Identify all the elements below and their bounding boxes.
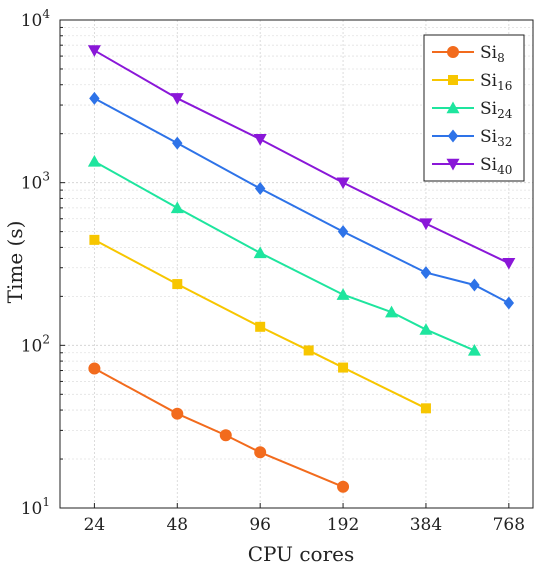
series-group	[87, 45, 516, 493]
grid	[60, 20, 533, 508]
x-tick-label: 96	[249, 515, 271, 535]
series-line	[93, 238, 427, 410]
legend-marker	[446, 158, 460, 171]
data-point	[502, 257, 516, 270]
series-si40	[87, 45, 516, 270]
data-point	[219, 429, 232, 442]
y-tick-label: 103	[21, 170, 50, 194]
data-point	[419, 218, 433, 231]
legend-label: Si8	[480, 43, 505, 65]
y-axis-label: Time (s)	[3, 221, 27, 304]
data-point	[338, 362, 349, 373]
series-si24	[87, 154, 481, 356]
legend-label: Si32	[480, 127, 512, 149]
data-point	[172, 136, 183, 150]
data-point	[385, 305, 399, 318]
series-si16	[89, 234, 431, 414]
data-point	[170, 201, 184, 214]
x-axis-label: CPU cores	[248, 542, 355, 566]
plot-frame	[59, 19, 534, 509]
data-point	[254, 182, 266, 196]
legend-label: Si40	[480, 155, 512, 177]
data-point	[87, 45, 101, 57]
data-point	[337, 225, 349, 239]
data-point	[420, 403, 431, 414]
series-si8	[88, 362, 350, 493]
data-point	[420, 266, 432, 280]
data-point	[172, 279, 183, 290]
series-line	[93, 49, 510, 265]
legend-label: Si16	[480, 71, 512, 93]
series-si32	[89, 91, 515, 310]
x-tick-label: 48	[166, 515, 188, 535]
y-tick-label: 101	[21, 495, 50, 519]
x-tick-label: 24	[84, 515, 106, 535]
data-point	[336, 177, 350, 190]
data-point	[303, 345, 314, 356]
y-tick-label: 102	[21, 332, 50, 356]
legend-item: Si8	[432, 43, 505, 65]
data-point	[467, 343, 481, 356]
axis-ticks: 24 48 96 192 384 768 101 102 103 104	[21, 7, 525, 535]
data-point	[88, 362, 101, 375]
x-tick-label: 192	[327, 515, 359, 535]
x-tick-label: 384	[410, 515, 442, 535]
data-point	[254, 446, 267, 459]
legend-marker	[447, 129, 459, 143]
legend-item: Si32	[432, 127, 512, 149]
legend-marker	[447, 46, 459, 58]
data-point	[253, 134, 267, 146]
data-point	[469, 278, 480, 292]
data-point	[87, 154, 101, 167]
data-point	[170, 93, 184, 105]
legend-marker	[448, 75, 458, 85]
y-tick-label: 104	[21, 7, 51, 31]
legend-item: Si40	[432, 155, 512, 177]
data-point	[171, 407, 184, 420]
legend: Si8 Si16 Si24 Si32 Si40	[423, 34, 525, 182]
data-point	[503, 296, 515, 310]
data-point	[337, 480, 350, 493]
series-line	[93, 367, 344, 488]
legend-label: Si24	[480, 99, 513, 121]
data-point	[253, 246, 267, 259]
data-point	[336, 288, 350, 300]
legend-item: Si16	[432, 71, 512, 93]
data-point	[89, 91, 100, 105]
data-point	[89, 234, 100, 245]
legend-item: Si24	[432, 99, 513, 121]
legend-marker	[446, 101, 460, 114]
data-point	[255, 321, 266, 332]
x-tick-label: 768	[493, 515, 525, 535]
data-point	[419, 323, 433, 335]
